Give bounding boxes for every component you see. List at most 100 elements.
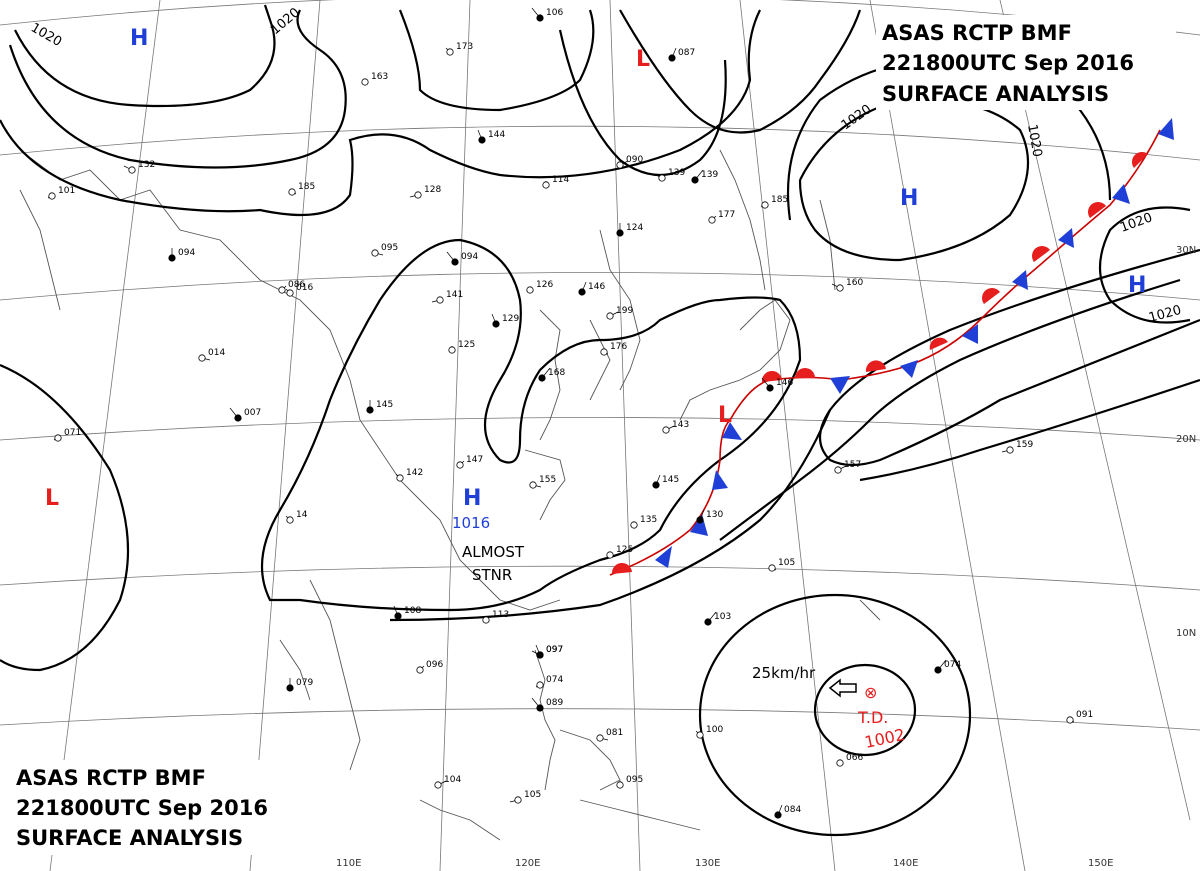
station-plot: 094 xyxy=(168,248,195,262)
station-pressure: 095 xyxy=(626,775,643,785)
coordinate-labels: 30N 20N 10N 110E 120E 130E 140E 150E xyxy=(336,245,1196,869)
station-plot: 071 xyxy=(53,428,81,442)
station-plot: 139 xyxy=(653,168,685,182)
station-circle xyxy=(836,759,844,767)
longitude-label: 120E xyxy=(515,858,540,869)
station-circle xyxy=(536,14,544,22)
tropical-depression-symbol: ⊗ xyxy=(864,683,877,702)
station-plot: 145 xyxy=(366,400,393,414)
station-pressure: 144 xyxy=(488,130,505,140)
longitude-label: 150E xyxy=(1088,858,1113,869)
station-circle xyxy=(394,612,402,620)
station-plot: 007 xyxy=(229,407,261,422)
station-plot: 139 xyxy=(691,169,718,184)
station-circle xyxy=(198,354,206,362)
station-pressure: 185 xyxy=(298,182,315,192)
station-circle xyxy=(436,296,444,304)
station-circle xyxy=(371,249,379,257)
isobar xyxy=(859,378,1200,482)
station-pressure: 143 xyxy=(672,420,689,430)
high-pressure-center: H xyxy=(1128,273,1146,298)
station-plot: 124 xyxy=(616,223,643,237)
station-pressure: 176 xyxy=(610,342,627,352)
station-plot: 113 xyxy=(482,610,509,624)
station-plot: 143 xyxy=(662,420,689,434)
station-circle xyxy=(168,254,176,262)
station-circle xyxy=(836,284,844,292)
storm-motion-arrow xyxy=(828,678,857,698)
station-circle xyxy=(536,681,544,689)
station-pressure: 142 xyxy=(406,468,423,478)
station-pressure: 014 xyxy=(208,348,225,358)
isobar xyxy=(389,409,832,622)
station-circle xyxy=(542,181,550,189)
tropical-depression-pressure: 1002 xyxy=(863,725,907,752)
station-circle xyxy=(704,618,712,626)
station-pressure: 105 xyxy=(524,790,541,800)
station-plot: 173 xyxy=(445,42,473,56)
station-plot: 096 xyxy=(416,660,443,674)
header-product: SURFACE ANALYSIS xyxy=(882,82,1109,106)
station-pressure: 168 xyxy=(548,368,565,378)
station-plot: 094 xyxy=(446,251,478,266)
station-plot: 177 xyxy=(708,210,735,224)
station-plot: 014 xyxy=(198,348,225,362)
station-pressure: 090 xyxy=(626,155,643,165)
station-plot: 091 xyxy=(1066,710,1093,724)
isobar xyxy=(398,9,595,112)
station-circle xyxy=(234,414,242,422)
station-circle xyxy=(54,434,62,442)
station-plot: 147 xyxy=(456,455,483,469)
station-circle xyxy=(278,286,286,294)
header-product: SURFACE ANALYSIS xyxy=(16,826,243,850)
station-plot: 176 xyxy=(600,342,627,356)
station-plot: 125 xyxy=(448,340,475,354)
station-circle xyxy=(662,426,670,434)
station-pressure: 124 xyxy=(626,223,643,233)
station-plot: 141 xyxy=(431,290,463,304)
station-plot: 185 xyxy=(288,182,315,196)
header-bottom: ASAS RCTP BMF 221800UTC Sep 2016 SURFACE… xyxy=(10,760,320,855)
station-circle xyxy=(708,216,716,224)
station-circle xyxy=(668,54,676,62)
station-plot: 145 xyxy=(652,474,679,489)
station-pressure: 079 xyxy=(296,678,313,688)
station-plot: 144 xyxy=(477,129,505,144)
station-pressure: 130 xyxy=(706,510,723,520)
station-pressure: 081 xyxy=(606,728,623,738)
station-plot: 100 xyxy=(695,725,723,739)
station-pressure: 129 xyxy=(502,314,519,324)
station-plot: 146 xyxy=(578,281,605,296)
station-plot: 168 xyxy=(538,367,565,382)
station-pressure: 146 xyxy=(588,282,605,292)
longitude-label: 130E xyxy=(695,858,720,869)
station-circle xyxy=(1066,716,1074,724)
station-plot: 14 xyxy=(285,510,308,524)
station-plot: 086 xyxy=(278,280,305,294)
station-pressure: 145 xyxy=(662,475,679,485)
station-circle xyxy=(616,781,624,789)
station-plot: 159 xyxy=(1001,440,1033,454)
station-pressure: 101 xyxy=(58,186,75,196)
station-pressure: 125 xyxy=(458,340,475,350)
station-plot: 104 xyxy=(434,775,461,789)
station-pressure: 159 xyxy=(1016,440,1033,450)
station-circle xyxy=(414,191,422,199)
station-plot: 095 xyxy=(616,775,643,789)
station-plot: 084 xyxy=(774,804,801,819)
station-pressure: 007 xyxy=(244,408,261,418)
stationary-front xyxy=(609,118,1174,576)
latitude-label: 20N xyxy=(1176,434,1196,445)
annotations: ALMOST STNR 25km/hr ⊗ T.D. 1002 xyxy=(462,543,907,752)
station-circle xyxy=(536,651,544,659)
station-pressure: 126 xyxy=(536,280,553,290)
high-pressure-value: 1016 xyxy=(452,514,490,532)
header-time: 221800UTC Sep 2016 xyxy=(16,796,268,820)
station-circle xyxy=(606,312,614,320)
station-plot: 125 xyxy=(606,545,633,559)
station-circle xyxy=(446,48,454,56)
station-circle xyxy=(451,258,459,266)
station-circle xyxy=(691,176,699,184)
station-pressure: 199 xyxy=(616,306,633,316)
